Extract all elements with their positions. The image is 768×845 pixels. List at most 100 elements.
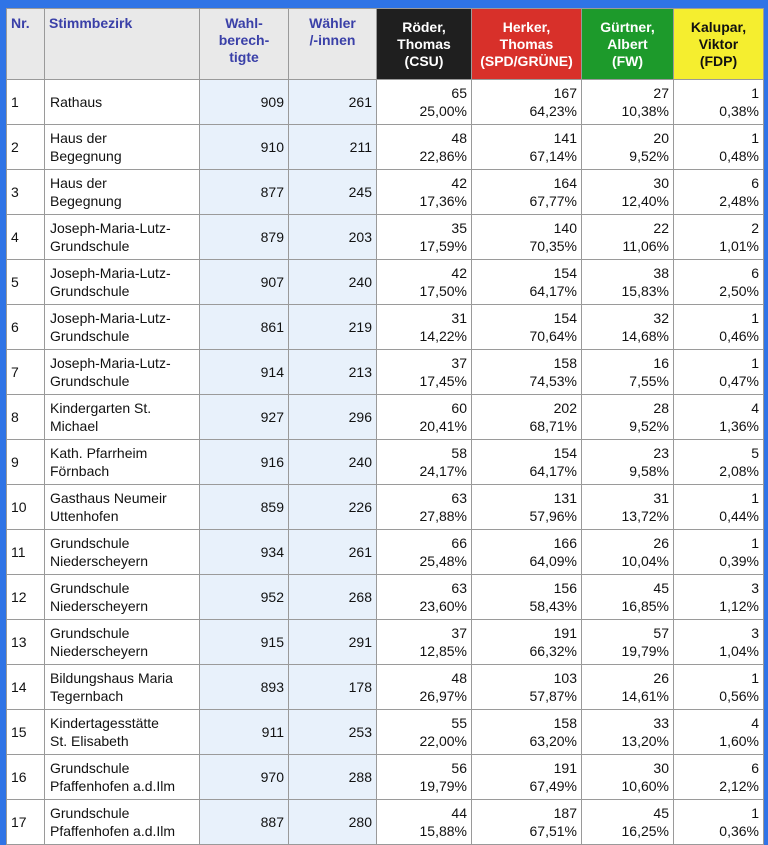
- row-number: 3: [6, 169, 45, 215]
- stimmbezirk-line: Grundschule: [50, 373, 130, 389]
- vote-percent: 74,53%: [529, 373, 577, 389]
- header-row: Nr. Stimmbezirk Wahl- berech- tigte Wähl…: [6, 8, 764, 80]
- vote-count: 1: [751, 535, 759, 551]
- vote-percent: 68,71%: [529, 418, 577, 434]
- wahlberechtigte-value: 914: [199, 349, 289, 395]
- stimmbezirk-line: Joseph-Maria-Lutz-: [50, 310, 171, 326]
- stimmbezirk-name: Bildungshaus Maria Tegernbach: [44, 664, 200, 710]
- stimmbezirk-line: Haus der: [50, 175, 107, 191]
- candidate-result: 1 0,44%: [673, 484, 764, 530]
- vote-percent: 64,17%: [529, 463, 577, 479]
- waehler-value: 178: [288, 664, 377, 710]
- vote-count: 37: [451, 625, 467, 641]
- stimmbezirk-line: Pfaffenhofen a.d.Ilm: [50, 823, 176, 839]
- candidate-result: 1 0,56%: [673, 664, 764, 710]
- vote-percent: 0,36%: [719, 823, 759, 839]
- vote-count: 1: [751, 85, 759, 101]
- vote-percent: 10,60%: [621, 778, 669, 794]
- vote-percent: 24,17%: [419, 463, 467, 479]
- election-results-table: Nr. Stimmbezirk Wahl- berech- tigte Wähl…: [6, 8, 764, 845]
- vote-percent: 16,25%: [621, 823, 669, 839]
- vote-percent: 64,09%: [529, 553, 577, 569]
- vote-percent: 67,14%: [529, 148, 577, 164]
- vote-count: 55: [451, 715, 467, 731]
- row-number: 13: [6, 619, 45, 665]
- candidate-result: 154 64,17%: [471, 439, 582, 485]
- vote-count: 131: [553, 490, 577, 506]
- stimmbezirk-line: Gasthaus Neumeir: [50, 490, 167, 506]
- vote-percent: 67,77%: [529, 193, 577, 209]
- row-number: 17: [6, 799, 45, 845]
- header-candidate-roeder: Röder, Thomas (CSU): [376, 8, 472, 80]
- stimmbezirk-line: Michael: [50, 418, 99, 434]
- stimmbezirk-name: Joseph-Maria-Lutz- Grundschule: [44, 304, 200, 350]
- vote-count: 167: [553, 85, 577, 101]
- wahlberechtigte-value: 970: [199, 754, 289, 800]
- vote-count: 42: [451, 265, 467, 281]
- candidate-result: 58 24,17%: [376, 439, 472, 485]
- candidate-result: 154 70,64%: [471, 304, 582, 350]
- vote-count: 141: [553, 130, 577, 146]
- vote-count: 158: [553, 715, 577, 731]
- stimmbezirk-name: Rathaus: [44, 79, 200, 125]
- wahlberechtigte-value: 893: [199, 664, 289, 710]
- vote-percent: 15,88%: [419, 823, 467, 839]
- vote-percent: 57,87%: [529, 688, 577, 704]
- table-row: 17 Grundschule Pfaffenhofen a.d.Ilm 887 280 4…: [6, 799, 764, 845]
- stimmbezirk-line: Joseph-Maria-Lutz-: [50, 220, 171, 236]
- vote-percent: 16,85%: [621, 598, 669, 614]
- stimmbezirk-name: Kindergarten St. Michael: [44, 394, 200, 440]
- waehler-value: 226: [288, 484, 377, 530]
- row-number: 12: [6, 574, 45, 620]
- vote-percent: 0,46%: [719, 328, 759, 344]
- vote-percent: 0,38%: [719, 103, 759, 119]
- vote-percent: 0,44%: [719, 508, 759, 524]
- vote-percent: 15,83%: [621, 283, 669, 299]
- header-candidate-kalupar: Kalupar, Viktor (FDP): [673, 8, 764, 80]
- vote-count: 35: [451, 220, 467, 236]
- candidate-result: 44 15,88%: [376, 799, 472, 845]
- wahlberechtigte-value: 879: [199, 214, 289, 260]
- wahlberechtigte-value: 911: [199, 709, 289, 755]
- vote-count: 30: [653, 175, 669, 191]
- vote-count: 58: [451, 445, 467, 461]
- waehler-value: 296: [288, 394, 377, 440]
- results-body: 1 Rathaus 909 261 65 25,00% 167 64,23% 27 10,38% 1…: [6, 79, 764, 845]
- vote-percent: 57,96%: [529, 508, 577, 524]
- waehler-value: 240: [288, 259, 377, 305]
- vote-count: 23: [653, 445, 669, 461]
- waehler-value: 253: [288, 709, 377, 755]
- stimmbezirk-line: Grundschule: [50, 283, 130, 299]
- candidate-result: 167 64,23%: [471, 79, 582, 125]
- vote-count: 27: [653, 85, 669, 101]
- candidate-result: 141 67,14%: [471, 124, 582, 170]
- candidate-result: 42 17,50%: [376, 259, 472, 305]
- vote-percent: 14,68%: [621, 328, 669, 344]
- stimmbezirk-line: Niederscheyern: [50, 553, 149, 569]
- candidate-result: 60 20,41%: [376, 394, 472, 440]
- stimmbezirk-line: Rathaus: [50, 94, 103, 110]
- vote-count: 103: [553, 670, 577, 686]
- candidate-result: 6 2,50%: [673, 259, 764, 305]
- wahlberechtigte-value: 909: [199, 79, 289, 125]
- row-number: 14: [6, 664, 45, 710]
- vote-count: 30: [653, 760, 669, 776]
- vote-percent: 1,01%: [719, 238, 759, 254]
- table-row: 12 Grundschule Niederscheyern 952 268 63 23,60…: [6, 574, 764, 620]
- vote-count: 28: [653, 400, 669, 416]
- vote-percent: 26,97%: [419, 688, 467, 704]
- vote-percent: 17,45%: [419, 373, 467, 389]
- stimmbezirk-line: Kindertagesstätte: [50, 715, 159, 731]
- vote-count: 37: [451, 355, 467, 371]
- row-number: 15: [6, 709, 45, 755]
- waehler-value: 261: [288, 79, 377, 125]
- vote-count: 44: [451, 805, 467, 821]
- stimmbezirk-line: Förnbach: [50, 463, 110, 479]
- candidate-result: 35 17,59%: [376, 214, 472, 260]
- stimmbezirk-line: Kath. Pfarrheim: [50, 445, 148, 461]
- vote-percent: 13,72%: [621, 508, 669, 524]
- candidate-result: 32 14,68%: [581, 304, 674, 350]
- candidate-result: 57 19,79%: [581, 619, 674, 665]
- wahlberechtigte-value: 877: [199, 169, 289, 215]
- stimmbezirk-name: Joseph-Maria-Lutz- Grundschule: [44, 349, 200, 395]
